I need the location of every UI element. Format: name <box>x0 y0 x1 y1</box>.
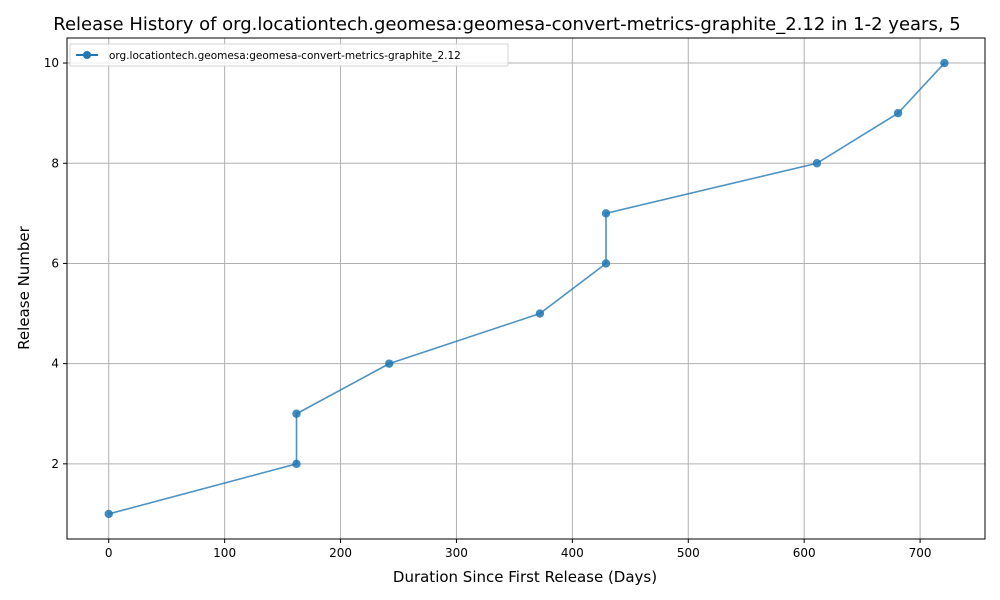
x-tick-label: 700 <box>909 546 932 560</box>
data-point <box>385 359 394 368</box>
x-axis-label: Duration Since First Release (Days) <box>393 568 657 586</box>
legend: org.locationtech.geomesa:geomesa-convert… <box>69 43 509 67</box>
x-tick-label: 200 <box>329 546 352 560</box>
legend-marker-sample <box>83 51 91 59</box>
data-point <box>601 259 611 268</box>
chart-title: Release History of org.locationtech.geom… <box>53 14 960 35</box>
x-tick-label: 400 <box>561 546 584 560</box>
y-tick-label: 8 <box>51 156 59 170</box>
data-point <box>535 309 545 318</box>
data-point <box>812 159 822 168</box>
data-point <box>940 58 949 68</box>
x-tick-label: 300 <box>445 546 468 560</box>
legend-label: org.locationtech.geomesa:geomesa-convert… <box>109 50 461 62</box>
x-tick-label: 100 <box>213 546 236 560</box>
data-point <box>292 459 301 469</box>
data-point <box>292 409 301 418</box>
legend-box <box>69 43 509 67</box>
axis-ticks: 0 100 200 300 400 500 600 700 2 4 6 8 10 <box>44 56 932 560</box>
y-tick-label: 6 <box>51 256 59 270</box>
data-point <box>104 509 113 519</box>
series-line <box>108 62 946 515</box>
x-tick-label: 600 <box>793 546 816 560</box>
y-axis-label: Release Number <box>15 225 33 349</box>
x-tick-label: 500 <box>677 546 700 560</box>
data-point <box>893 108 903 118</box>
y-tick-label: 2 <box>51 457 59 471</box>
data-point <box>601 209 611 218</box>
plot-frame <box>66 37 986 540</box>
y-tick-label: 10 <box>44 56 59 70</box>
series-layer <box>104 58 949 519</box>
x-tick-label: 0 <box>105 546 113 560</box>
y-tick-label: 4 <box>51 357 59 371</box>
